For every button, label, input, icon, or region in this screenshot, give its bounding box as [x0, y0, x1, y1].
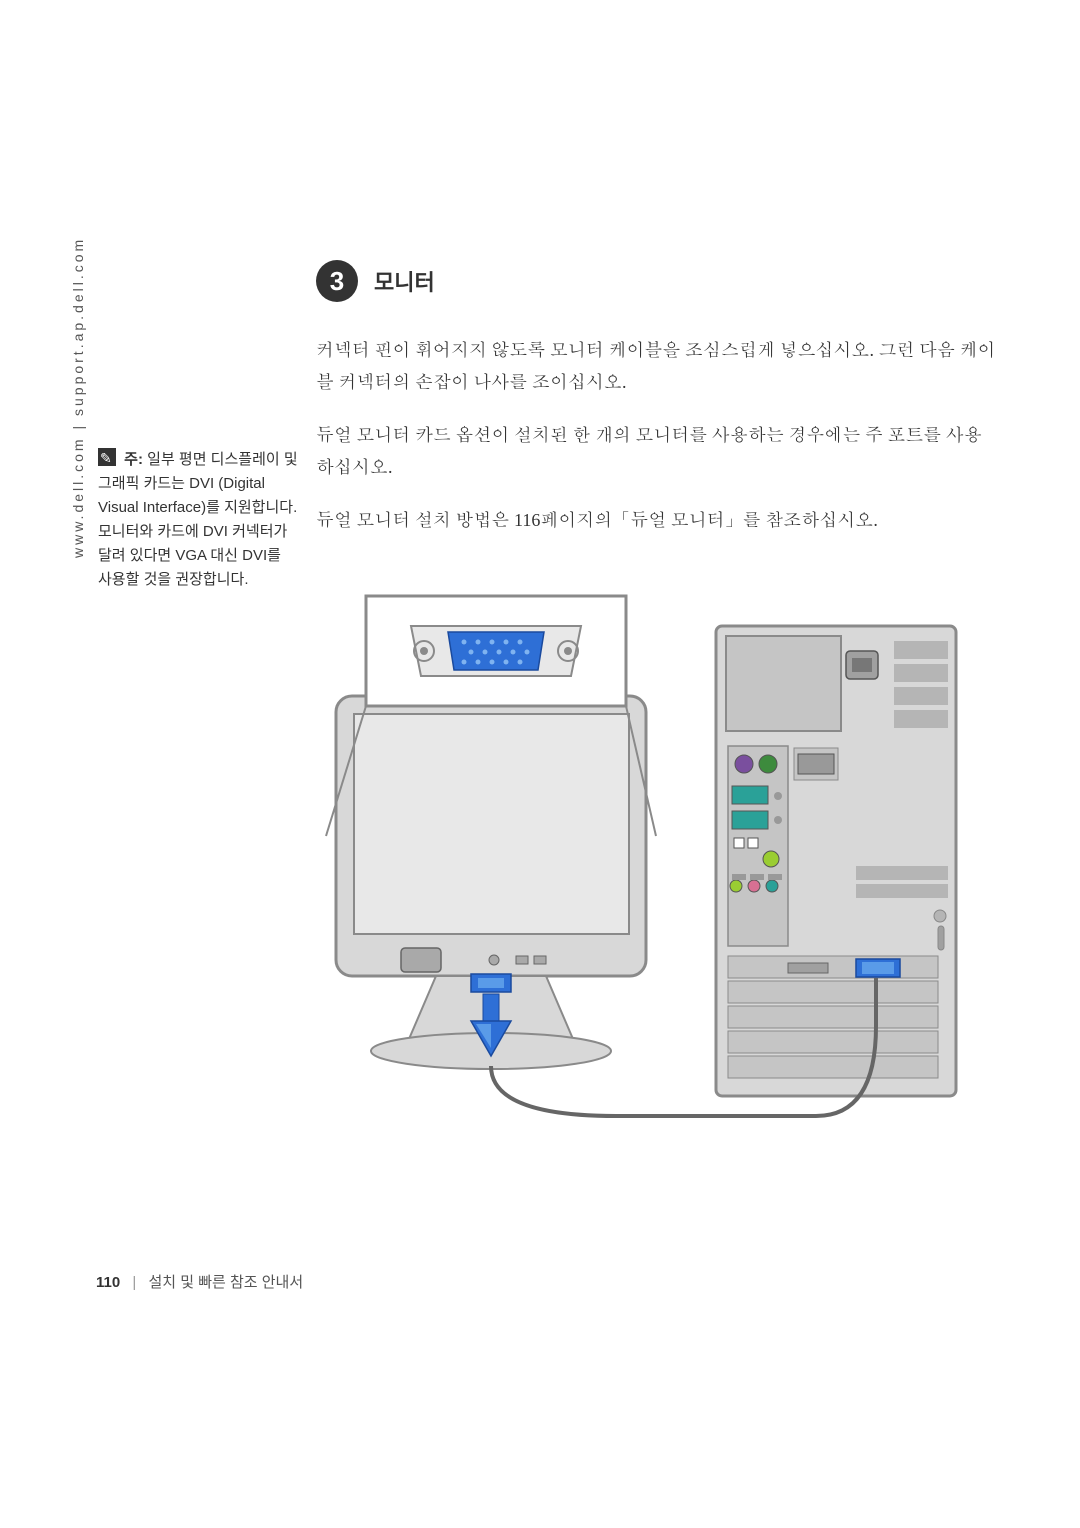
page-number: 110	[96, 1274, 120, 1291]
sidebar-url: www.dell.com | support.ap.dell.com	[70, 237, 86, 558]
paragraph-1: 커넥터 핀이 휘어지지 않도록 모니터 케이블을 조심스럽게 넣으십시오. 그런…	[316, 334, 996, 399]
note-block: 주: 일부 평면 디스플레이 및 그래픽 카드는 DVI (Digital Vi…	[98, 448, 298, 592]
footer-separator: |	[132, 1274, 136, 1291]
note-label: 주:	[124, 451, 143, 468]
tower-illustration	[716, 626, 956, 1096]
footer-label: 설치 및 빠른 참조 안내서	[148, 1274, 303, 1291]
paragraph-2: 듀얼 모니터 카드 옵션이 설치된 한 개의 모니터를 사용하는 경우에는 주 …	[316, 419, 996, 484]
page-footer: 110 | 설치 및 빠른 참조 안내서	[96, 1271, 303, 1292]
note-text: 일부 평면 디스플레이 및 그래픽 카드는 DVI (Digital Visua…	[98, 451, 298, 588]
step-title: 모니터	[374, 265, 435, 297]
main-content: 3 모니터 커넥터 핀이 휘어지지 않도록 모니터 케이블을 조심스럽게 넣으십…	[316, 260, 996, 1156]
paragraph-3: 듀얼 모니터 설치 방법은 116페이지의「듀얼 모니터」를 참조하십시오.	[316, 504, 996, 536]
pencil-icon	[98, 448, 116, 466]
monitor-connection-illustration	[316, 576, 976, 1156]
step-header: 3 모니터	[316, 260, 996, 302]
step-number-circle: 3	[316, 260, 358, 302]
